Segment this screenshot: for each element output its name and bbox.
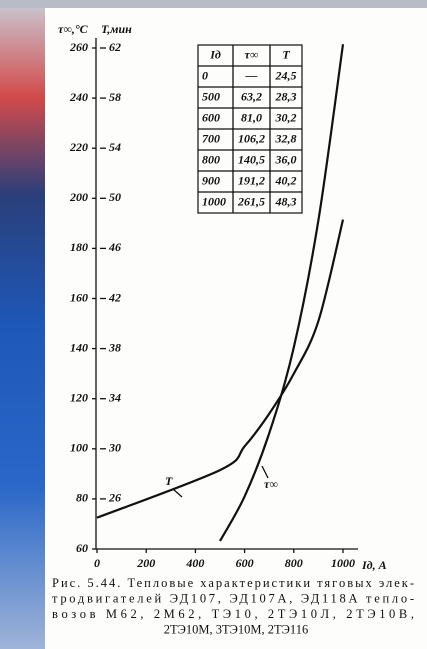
y-tick-label: 140 xyxy=(70,340,88,354)
series-label: τ∞ xyxy=(264,477,278,491)
y2-tick-label: 54 xyxy=(109,140,121,154)
y-tick-label: 80 xyxy=(76,491,88,505)
table-cell: 106,2 xyxy=(238,131,265,145)
table-cell: 140,5 xyxy=(238,152,265,166)
y2-tick-label: 38 xyxy=(108,340,121,354)
y-tick-label: 260 xyxy=(69,40,88,54)
table-cell: 500 xyxy=(202,89,220,103)
table-cell: 700 xyxy=(202,131,220,145)
series-label: T xyxy=(165,474,173,488)
caption-line: Рис. 5.44. Тепловые характеристики тягов… xyxy=(52,576,414,590)
y2-tick-label: 46 xyxy=(108,240,121,254)
y2-tick-label: 34 xyxy=(108,390,121,404)
table-cell: 24,5 xyxy=(275,68,297,82)
table-cell: 81,0 xyxy=(241,110,262,124)
y-tick-label: 180 xyxy=(70,240,88,254)
y-axis-label: τ∞,°C xyxy=(58,22,89,36)
table-cell: 40,2 xyxy=(275,173,297,187)
y2-tick-label: 58 xyxy=(109,90,121,104)
table-header: τ∞ xyxy=(245,47,259,61)
table-cell: 36,0 xyxy=(275,152,297,166)
y-tick-label: 160 xyxy=(70,290,88,304)
table-cell: 63,2 xyxy=(241,89,262,103)
y2-tick-label: 42 xyxy=(108,290,121,304)
x-tick-label: 1000 xyxy=(331,556,355,570)
y2-tick-label: 50 xyxy=(109,190,121,204)
x-tick-label: 600 xyxy=(236,556,254,570)
table-cell: 191,2 xyxy=(238,173,265,187)
table-cell: 800 xyxy=(202,152,220,166)
y-tick-label: 220 xyxy=(69,140,88,154)
table-cell: 0 xyxy=(202,68,208,82)
x-tick-label: 800 xyxy=(285,556,303,570)
table-cell: 32,8 xyxy=(275,131,297,145)
table-cell: 600 xyxy=(202,110,220,124)
y-tick-label: 120 xyxy=(70,390,88,404)
x-tick-label: 400 xyxy=(185,556,204,570)
caption-line: 2ТЭ10М, 3ТЭ10М, 2ТЭ116 xyxy=(164,622,308,636)
table-header: Iд xyxy=(209,47,221,61)
top-strip xyxy=(0,0,427,8)
y-tick-label: 200 xyxy=(69,190,88,204)
y2-tick-label: 26 xyxy=(108,491,121,505)
x-axis-label: Iд, A xyxy=(361,558,387,572)
caption-line: тродвигателей ЭД107, ЭД107А, ЭД118А тепл… xyxy=(52,591,414,605)
table-cell: 1000 xyxy=(202,194,226,208)
table-cell: 30,2 xyxy=(275,110,297,124)
table-header: T xyxy=(282,47,290,61)
table-cell: 28,3 xyxy=(275,89,297,103)
y-tick-label: 240 xyxy=(69,90,88,104)
table-cell: 261,5 xyxy=(237,194,265,208)
y-tick-label: 60 xyxy=(76,541,88,555)
y2-tick-label: 62 xyxy=(109,40,121,54)
table-cell: 48,3 xyxy=(275,194,297,208)
y2-tick-label: 30 xyxy=(108,441,121,455)
x-tick-label: 0 xyxy=(94,556,100,570)
table-cell: — xyxy=(245,68,258,82)
table-cell: 900 xyxy=(202,173,220,187)
page: τ∞,°C T,мин Iд, A 60 80 100 120 140 160 180 200 220… xyxy=(0,0,427,649)
x-tick-label: 200 xyxy=(136,556,155,570)
y-tick-label: 100 xyxy=(70,441,88,455)
y2-axis-label: T,мин xyxy=(101,22,132,36)
